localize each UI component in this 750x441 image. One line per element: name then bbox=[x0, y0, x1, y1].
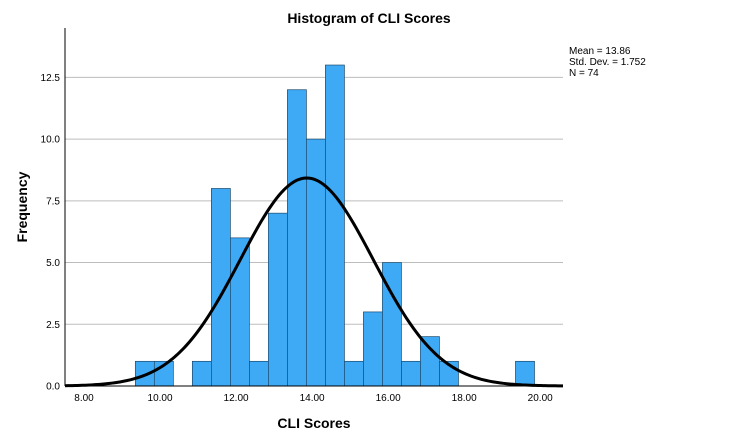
stat-n: N = 74 bbox=[569, 68, 599, 79]
y-tick-label: 5.0 bbox=[46, 258, 60, 269]
histogram-bar bbox=[249, 360, 269, 387]
y-tick-label: 10.0 bbox=[41, 135, 61, 146]
histogram-bar bbox=[211, 188, 231, 387]
chart-title: Histogram of CLI Scores bbox=[287, 10, 451, 26]
histogram-bar bbox=[344, 360, 364, 387]
histogram-bar bbox=[363, 311, 383, 387]
stat-mean: Mean = 13.86 bbox=[569, 46, 631, 57]
stats-box: Mean = 13.86 Std. Dev. = 1.752 N = 74 bbox=[569, 46, 646, 79]
x-tick-labels: 8.00 10.00 12.00 14.00 16.00 18.00 20.00 bbox=[74, 393, 553, 404]
histogram-bar bbox=[192, 360, 212, 387]
x-tick-label: 8.00 bbox=[74, 393, 94, 404]
x-tick-label: 12.00 bbox=[224, 393, 249, 404]
normal-curve bbox=[64, 176, 564, 388]
x-tick-label: 16.00 bbox=[376, 393, 401, 404]
histogram-bar bbox=[268, 212, 288, 387]
histogram-bar bbox=[325, 64, 345, 387]
histogram-bars bbox=[134, 64, 535, 387]
x-tick-label: 14.00 bbox=[300, 393, 325, 404]
stat-std-dev: Std. Dev. = 1.752 bbox=[569, 57, 646, 68]
histogram-bar bbox=[515, 360, 535, 387]
x-tick-label: 20.00 bbox=[528, 393, 553, 404]
histogram-bar bbox=[287, 89, 307, 387]
x-tick-label: 10.00 bbox=[148, 393, 173, 404]
x-tick-label: 18.00 bbox=[452, 393, 477, 404]
y-tick-label: 12.5 bbox=[41, 73, 61, 84]
histogram-bar bbox=[401, 360, 421, 387]
histogram-bar bbox=[306, 138, 326, 387]
y-tick-label: 0.0 bbox=[46, 382, 60, 393]
x-axis-label: CLI Scores bbox=[277, 415, 350, 431]
y-axis-label: Frequency bbox=[14, 171, 30, 242]
y-tick-labels: 0.0 2.5 5.0 7.5 10.0 12.5 bbox=[41, 73, 61, 393]
y-tick-label: 7.5 bbox=[46, 196, 60, 207]
y-tick-label: 2.5 bbox=[46, 320, 60, 331]
histogram-bar bbox=[420, 336, 440, 387]
